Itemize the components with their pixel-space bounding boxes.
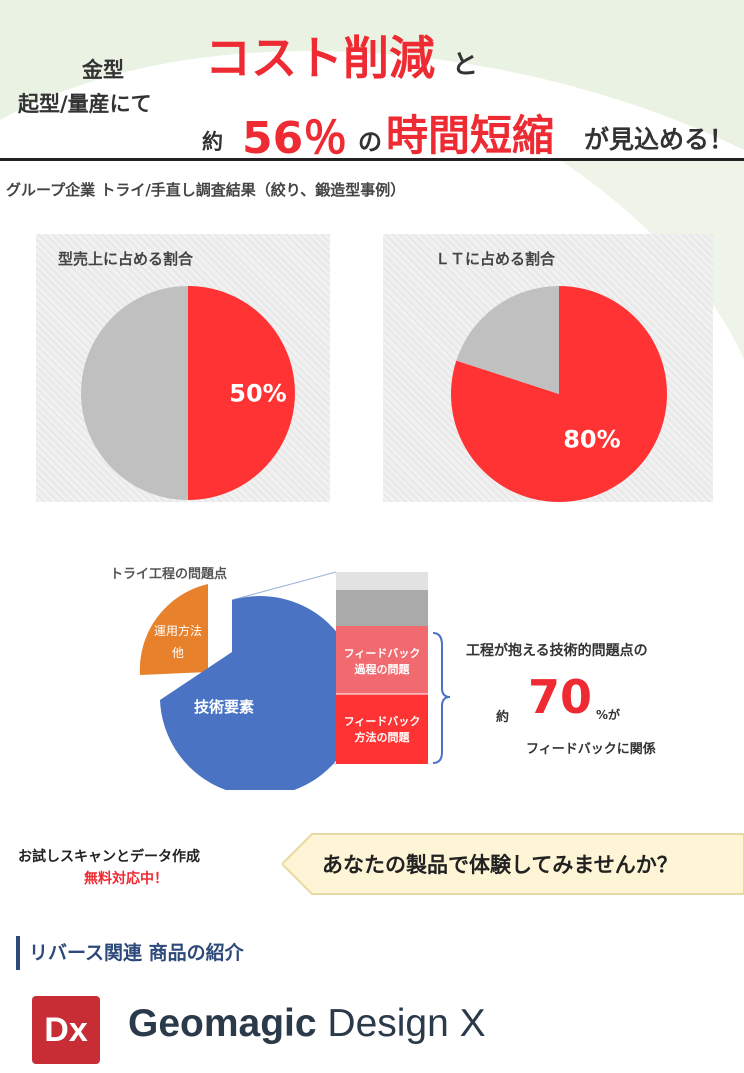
header-suffix: が見込める！ — [584, 125, 735, 154]
tech-issue-line1: 工程が抱える技術的問題点の — [466, 643, 648, 659]
lt-share-pie: 80% — [451, 286, 667, 502]
header-time-reduction: 時間短縮 — [386, 111, 555, 160]
product-name[interactable]: Geomagic Design X — [128, 1002, 486, 1045]
design-x-logo[interactable]: Dx — [32, 996, 100, 1064]
header-to: と — [452, 50, 479, 80]
header-divider — [0, 158, 744, 161]
technical-slice-label: 技術要素 — [194, 698, 255, 716]
lt-share-title: ＬＴに占める割合 — [435, 250, 556, 268]
promo-free-badge: 無料対応中！ — [84, 871, 168, 887]
pie-slice-1 — [81, 286, 188, 500]
header-approx: 約 — [202, 130, 223, 154]
feedback-method-label: フィードバック 方法の問題 — [343, 715, 421, 744]
section-title: リバース関連 商品の紹介 — [29, 942, 244, 964]
operation-slice-label: 運用方法 他 — [153, 624, 202, 660]
tech-issue-approx: 約 — [496, 710, 510, 725]
pie-slice-0 — [188, 286, 295, 500]
tech-issue-line3: フィードバックに関係 — [526, 742, 656, 757]
trial-issues-diagram — [139, 571, 451, 790]
promo-free-scan: お試しスキャンとデータ作成 — [18, 849, 200, 865]
pie-label-0: 80% — [563, 426, 620, 454]
sales-share-title: 型売上に占める割合 — [58, 250, 194, 268]
header-no: の — [358, 128, 382, 156]
pie-slice-1 — [456, 286, 559, 394]
operation-slice — [139, 584, 208, 675]
promo-try-it[interactable]: あなたの製品で体験してみませんか？ — [322, 853, 678, 877]
promo-banner-shape — [282, 833, 744, 895]
tech-issue-percent: %が — [596, 708, 621, 722]
trial-issues-title: トライ工程の問題点 — [110, 567, 228, 582]
sales-share-pie: 50% — [81, 286, 295, 500]
section-accent-bar — [16, 936, 20, 970]
header-line1: 金型 — [82, 58, 124, 82]
pie-label-0: 50% — [229, 379, 286, 407]
header-percent: 56％ — [242, 113, 348, 164]
tech-issue-value: 70 — [528, 670, 593, 724]
survey-title: グループ企業 トライ/手直し調査結果（絞り、鍛造型事例） — [6, 181, 406, 199]
header-line2: 起型/量産にて — [18, 92, 152, 116]
feedback-process-label: フィードバック 過程の問題 — [343, 647, 421, 676]
technical-slice — [160, 596, 360, 790]
header-cost-reduction: コスト削減 — [205, 31, 435, 85]
